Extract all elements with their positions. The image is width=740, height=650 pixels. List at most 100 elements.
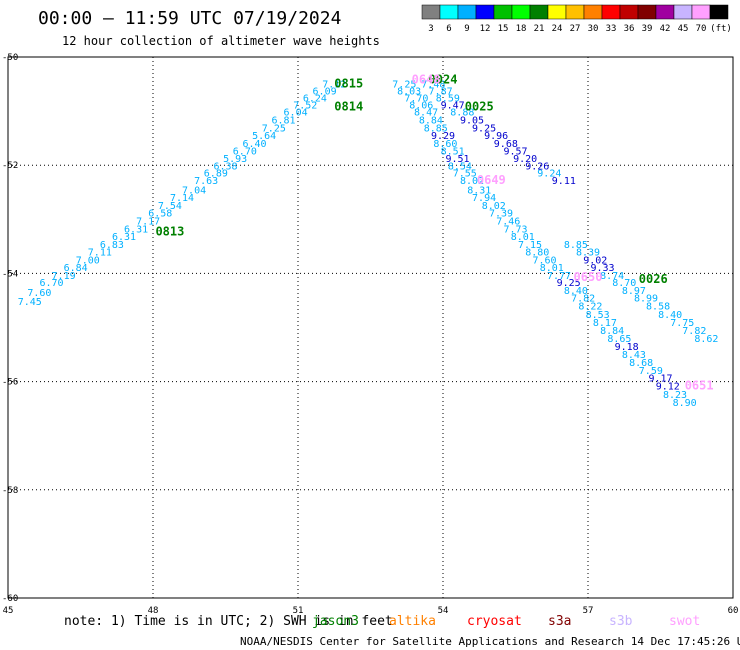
swh-data-point: 9.11 <box>552 176 576 187</box>
pass-time-label: 0024 <box>429 73 458 87</box>
track-series: 7.457.606.707.196.847.007.116.836.316.31… <box>18 79 347 307</box>
colorbar-swatch <box>637 4 657 20</box>
track-series: 7.258.037.708.068.478.848.858.608.518.54… <box>392 79 696 409</box>
swh-data-point: 8.59 <box>436 93 460 104</box>
swh-data-point: 8.43 <box>622 350 646 361</box>
swh-data-point: 8.01 <box>540 263 564 274</box>
swh-data-point: 6.04 <box>284 107 308 118</box>
swh-data-point: 6.09 <box>313 86 337 97</box>
colorbar-swatch <box>421 4 441 20</box>
colorbar-swatch <box>511 4 531 20</box>
pass-time-label: 0648 <box>412 73 441 87</box>
swh-data-point: 9.51 <box>445 154 469 165</box>
swh-data-point: 8.68 <box>629 358 653 369</box>
swh-data-point: 8.40 <box>564 286 588 297</box>
colorbar-label: 9 <box>464 24 469 34</box>
swh-data-point: 8.40 <box>658 310 682 321</box>
credit-line: NOAA/NESDIS Center for Satellite Applica… <box>240 635 740 648</box>
swh-data-point: 9.25 <box>472 124 496 135</box>
swh-data-point: 7.19 <box>52 271 76 282</box>
swh-data-point: 8.02 <box>460 176 484 187</box>
swh-data-point: 7.82 <box>682 326 706 337</box>
colorbar-swatch <box>709 4 729 20</box>
y-tick-label: -56 <box>2 378 18 388</box>
swh-data-point: 8.62 <box>694 334 718 345</box>
swh-data-point: 8.70 <box>612 278 636 289</box>
mission-legend-item: altika <box>389 614 436 629</box>
swh-data-point: 9.12 <box>656 382 680 393</box>
colorbar-label: 15 <box>498 24 509 34</box>
swh-data-point: 8.02 <box>482 201 506 212</box>
swh-data-point: 8.22 <box>578 302 602 313</box>
swh-data-point: 8.88 <box>450 107 474 118</box>
swh-data-point: 8.47 <box>414 107 438 118</box>
colorbar-label: 18 <box>516 24 527 34</box>
swh-data-point: 7.70 <box>404 93 428 104</box>
swh-data-point: 7.94 <box>472 193 496 204</box>
colorbar-swatch <box>691 4 711 20</box>
colorbar-swatch <box>601 4 621 20</box>
swh-data-point: 8.03 <box>397 86 421 97</box>
footnote: note: 1) Time is in UTC; 2) SWH is in fe… <box>64 614 393 629</box>
mission-legend-item: s3a <box>548 614 571 629</box>
pass-time-label: 0814 <box>334 100 363 114</box>
colorbar-label: 39 <box>642 24 653 34</box>
colorbar-label: 27 <box>570 24 581 34</box>
swh-data-point: 7.00 <box>76 256 100 267</box>
colorbar-label: 24 <box>552 24 563 34</box>
pass-time-label: 0650 <box>574 270 603 284</box>
swh-data-point: 8.53 <box>586 310 610 321</box>
swh-data-point: 7.59 <box>639 366 663 377</box>
swh-data-point: 8.84 <box>419 116 443 127</box>
track-series: 9.29 9.51 9.25 9.18 9.179.12 <box>431 131 680 392</box>
swh-data-point: 9.26 <box>525 162 549 173</box>
swh-data-point: 7.48 <box>421 79 445 90</box>
colorbar-label: (ft) <box>710 24 732 34</box>
colorbar-swatch <box>475 4 495 20</box>
y-tick-label: -58 <box>2 486 18 496</box>
swh-data-point: 7.73 <box>503 224 527 235</box>
x-tick-label: 60 <box>728 606 739 616</box>
mission-legend-item: swot <box>669 614 700 629</box>
swh-data-point: 6.83 <box>100 240 124 251</box>
swh-data-point: 9.33 <box>590 263 614 274</box>
swh-data-point: 7.54 <box>158 201 182 212</box>
colorbar-swatch <box>547 4 567 20</box>
swh-data-point: 7.39 <box>489 209 513 220</box>
swh-data-point: 9.20 <box>513 154 537 165</box>
mission-legend-item: cryosat <box>467 614 522 629</box>
plot-area: 45 48 51 54 57 60-50-52-54-56-58-607.457.606.… <box>2 53 738 616</box>
swh-data-point: 7.15 <box>518 240 542 251</box>
swh-data-point: 8.84 <box>600 326 624 337</box>
swh-data-point: 9.57 <box>503 146 527 157</box>
swh-data-point: 7.77 <box>547 271 571 282</box>
colorbar-label: 42 <box>660 24 671 34</box>
swh-data-point: 7.04 <box>182 185 206 196</box>
colorbar-swatch <box>673 4 693 20</box>
swh-data-point: 7.63 <box>194 176 218 187</box>
colorbar-label: 6 <box>446 24 451 34</box>
swh-data-point: 9.17 <box>648 374 672 385</box>
swh-data-point: 7.14 <box>170 193 194 204</box>
swh-data-point: 9.18 <box>615 342 639 353</box>
swh-data-point: 6.40 <box>242 139 266 150</box>
colorbar-label: 30 <box>588 24 599 34</box>
swh-data-point: 8.51 <box>441 146 465 157</box>
swh-data-point: 5.93 <box>223 154 247 165</box>
swh-data-point: 6.24 <box>303 93 327 104</box>
colorbar-swatch <box>583 4 603 20</box>
track-series: 7.487.878.598.888.858.398.748.708.978.99… <box>421 79 718 345</box>
swh-data-point: 6.31 <box>124 224 148 235</box>
swh-data-point: 7.25 <box>262 124 286 135</box>
swh-data-point: 8.31 <box>467 185 491 196</box>
swh-data-point: 9.05 <box>460 116 484 127</box>
swh-data-point: 8.01 <box>511 232 535 243</box>
swh-data-point: 7.52 <box>293 100 317 111</box>
swh-data-point: 8.74 <box>600 271 624 282</box>
colorbar-swatch <box>619 4 639 20</box>
pass-time-label: 0026 <box>639 272 668 286</box>
colorbar-label: 33 <box>606 24 617 34</box>
y-tick-label: -52 <box>2 161 18 171</box>
swh-data-point: 6.70 <box>233 146 257 157</box>
